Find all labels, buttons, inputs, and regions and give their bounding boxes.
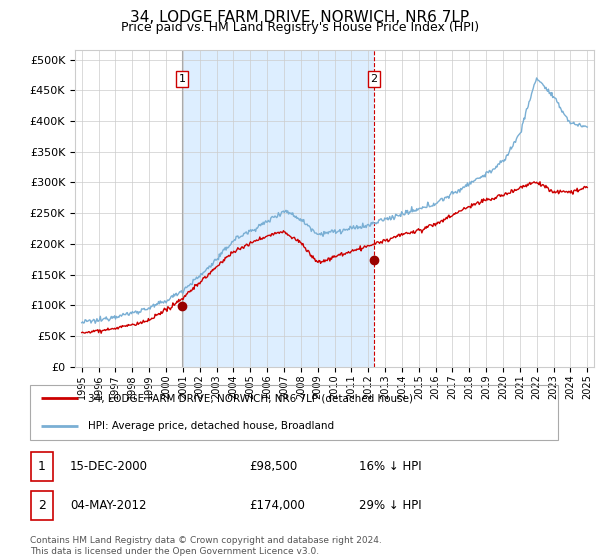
- Text: 1: 1: [38, 460, 46, 473]
- Bar: [31, 451, 53, 480]
- Text: 29% ↓ HPI: 29% ↓ HPI: [359, 499, 421, 512]
- Text: HPI: Average price, detached house, Broadland: HPI: Average price, detached house, Broa…: [88, 421, 334, 431]
- Text: 34, LODGE FARM DRIVE, NORWICH, NR6 7LP: 34, LODGE FARM DRIVE, NORWICH, NR6 7LP: [130, 10, 470, 25]
- Text: 04-MAY-2012: 04-MAY-2012: [70, 499, 146, 512]
- Text: £174,000: £174,000: [249, 499, 305, 512]
- Text: 15-DEC-2000: 15-DEC-2000: [70, 460, 148, 473]
- Text: Price paid vs. HM Land Registry's House Price Index (HPI): Price paid vs. HM Land Registry's House …: [121, 21, 479, 34]
- Text: £98,500: £98,500: [249, 460, 298, 473]
- Bar: [31, 491, 53, 520]
- Text: Contains HM Land Registry data © Crown copyright and database right 2024.
This d: Contains HM Land Registry data © Crown c…: [30, 536, 382, 556]
- Text: 2: 2: [370, 74, 377, 84]
- Bar: [182, 50, 374, 367]
- Text: 2: 2: [38, 499, 46, 512]
- Text: 34, LODGE FARM DRIVE, NORWICH, NR6 7LP (detached house): 34, LODGE FARM DRIVE, NORWICH, NR6 7LP (…: [88, 394, 413, 403]
- Text: 16% ↓ HPI: 16% ↓ HPI: [359, 460, 421, 473]
- Text: 1: 1: [179, 74, 185, 84]
